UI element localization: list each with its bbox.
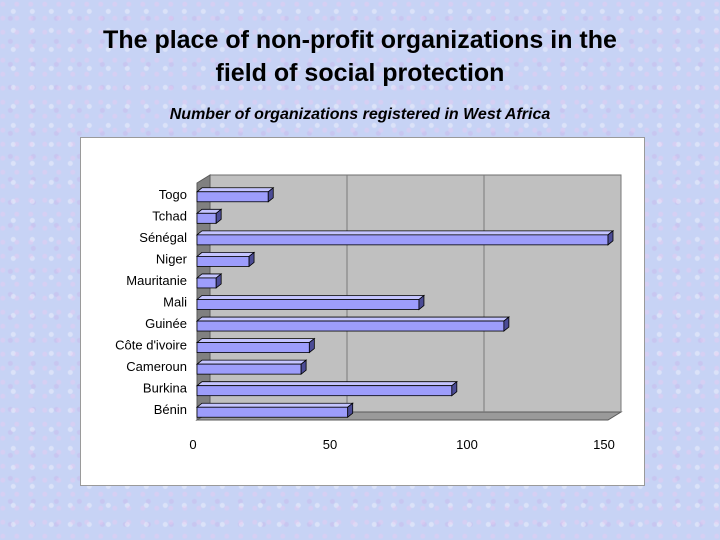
bar-chart: Bénin Burkina Cameroun Côte d'ivoire Guinée M… [115, 174, 623, 452]
bar-end [451, 380, 458, 397]
bar-top [195, 359, 308, 365]
bar-end [267, 186, 274, 203]
slide-title-line-1: The place of non-profit organizations in… [103, 26, 617, 54]
category-label: Mauritanie [126, 273, 187, 288]
bar-end [248, 251, 255, 268]
bar-top [195, 187, 275, 193]
bar-top [195, 295, 426, 300]
bar [196, 406, 349, 418]
bar [196, 234, 609, 246]
x-tick-label: 50 [323, 437, 337, 452]
category-label: Tchad [152, 208, 187, 223]
bar-top [195, 338, 316, 343]
category-label: Bénin [154, 402, 187, 417]
category-label: Burkina [143, 381, 188, 396]
bar [196, 320, 505, 332]
slide-title: The place of non-profit organizations in… [0, 24, 720, 90]
category-label: Togo [159, 187, 187, 202]
bar-top [195, 402, 354, 408]
bar-end [308, 337, 315, 354]
x-tick-label: 100 [456, 437, 478, 452]
bar-end [607, 230, 614, 246]
bar [196, 191, 269, 203]
bar [196, 256, 250, 267]
category-label: Niger [156, 251, 188, 266]
bar-end [418, 294, 425, 311]
category-label: Sénégal [139, 230, 187, 245]
chart-title: Number of organizations registered in We… [169, 106, 551, 123]
chart-panel: Bénin Burkina Cameroun Côte d'ivoire Guinée M… [80, 137, 645, 486]
plot-back-wall [209, 174, 622, 413]
bar [196, 299, 420, 310]
x-tick-label: 150 [593, 437, 615, 452]
bar [196, 385, 453, 397]
slide-title-line-2: field of social protection [215, 59, 505, 87]
bar [196, 342, 310, 353]
bar-end [300, 359, 307, 375]
x-tick-label: 0 [189, 437, 196, 452]
bar [196, 363, 302, 375]
bar-top [195, 230, 615, 236]
bar-end [215, 208, 222, 225]
category-label: Côte d'ivoire [115, 338, 187, 353]
bar [196, 277, 217, 289]
bar-end [503, 316, 510, 332]
bar [196, 212, 217, 224]
bar-top [195, 252, 256, 257]
category-label: Mali [163, 295, 187, 310]
category-label: Guinée [145, 316, 187, 331]
category-label: Cameroun [126, 359, 187, 374]
bar-end [347, 402, 354, 419]
bar-top [195, 316, 511, 322]
bar-end [215, 273, 222, 289]
bar-top [195, 381, 458, 387]
